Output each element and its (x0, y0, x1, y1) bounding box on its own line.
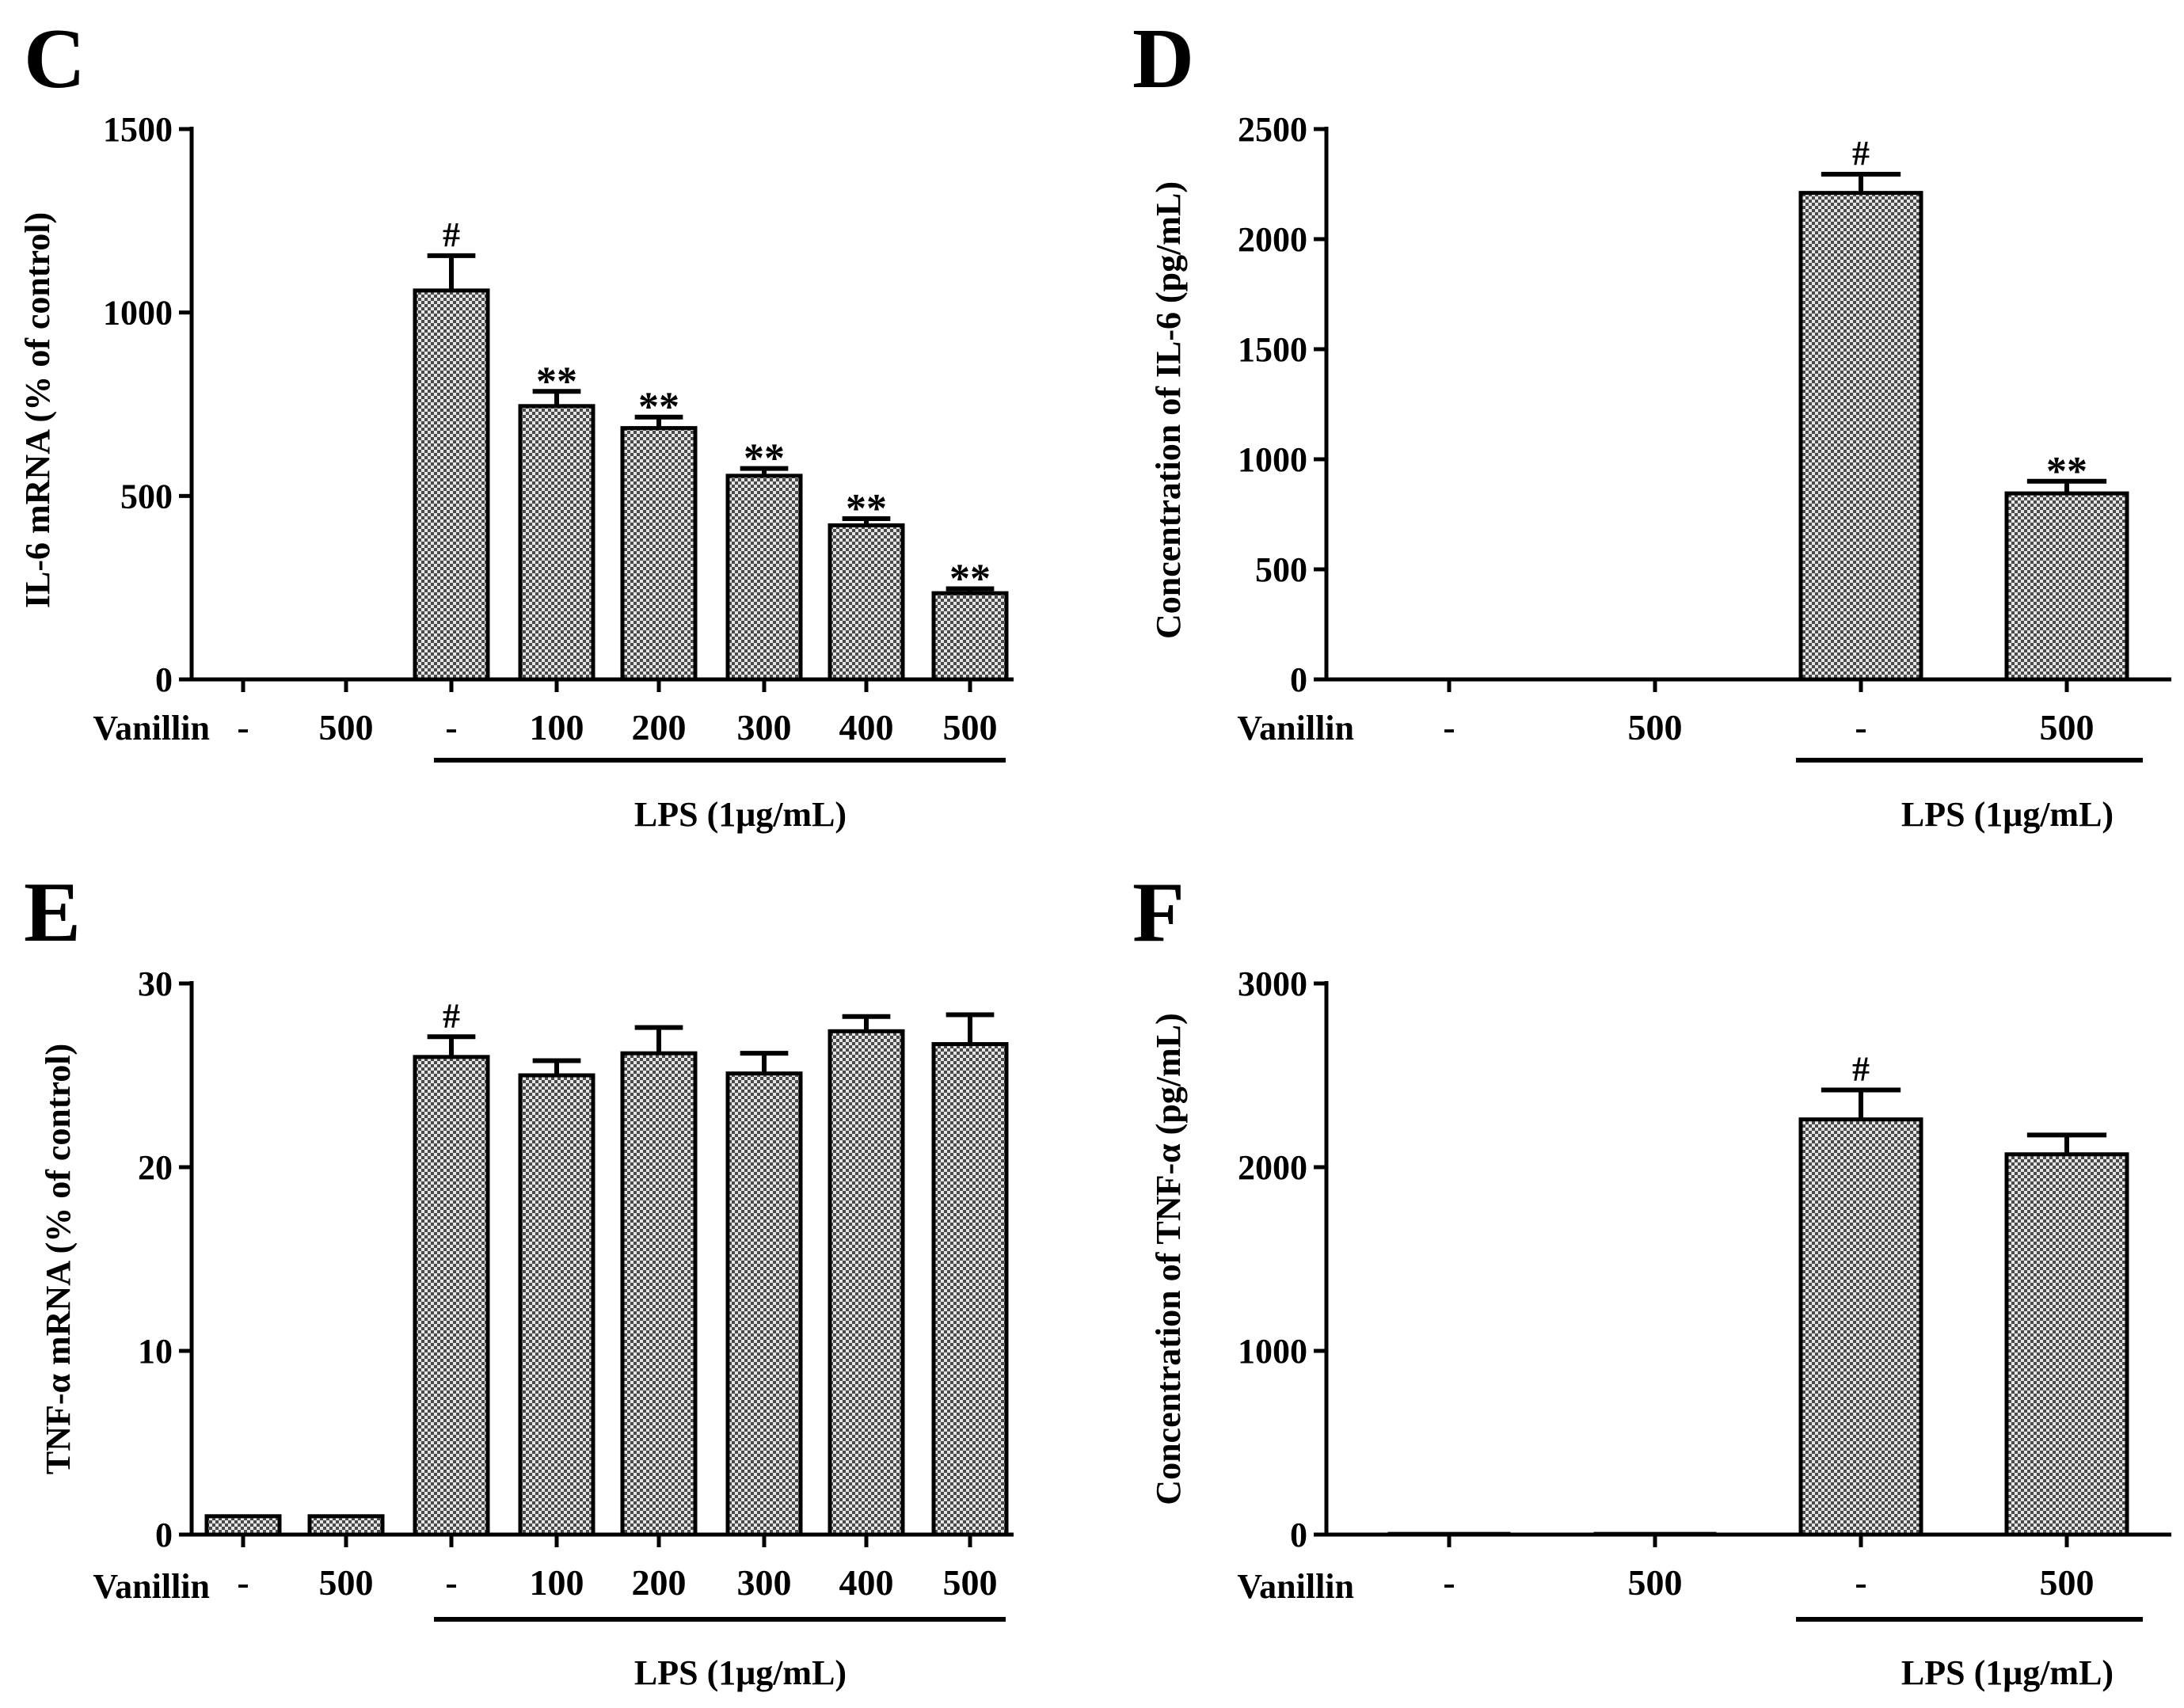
category-label-f-3: - (1855, 1562, 1866, 1603)
y-tick-label-e: 20 (138, 1148, 173, 1187)
category-label-c-2: 500 (319, 707, 374, 747)
category-label-c-4: 100 (530, 707, 584, 747)
significance-marker-f-3: # (1852, 1050, 1870, 1089)
bar-f-1 (1387, 1531, 1511, 1536)
significance-marker-c-4: ** (536, 359, 577, 404)
category-label-e-3: - (445, 1562, 457, 1603)
y-axis-label-f: Concentration of TNF-α (pg/mL) (1149, 1013, 1188, 1504)
y-tick-label-f: 0 (1290, 1516, 1307, 1554)
bar-c-7 (828, 523, 905, 682)
y-tick-label-e: 30 (138, 964, 173, 1003)
bar-e-3 (413, 1055, 490, 1537)
bar-c-8 (931, 591, 1009, 682)
category-label-e-1: - (237, 1562, 249, 1603)
bar-e-4 (518, 1073, 595, 1537)
significance-marker-d-3: # (1852, 134, 1870, 173)
significance-marker-c-8: ** (949, 557, 991, 602)
panel-e: E TNF-α mRNA (% of control) Vanillin LPS… (24, 865, 1014, 1692)
category-label-c-1: - (237, 707, 249, 747)
panel-d: D Concentration of IL-6 (pg/mL) Vanillin… (1132, 12, 2171, 834)
panel-label-e: E (24, 865, 81, 960)
category-label-d-4: 500 (2040, 707, 2095, 747)
y-tick-label-d: 1000 (1238, 440, 1307, 479)
category-label-e-8: 500 (943, 1562, 998, 1603)
bar-e-2 (307, 1514, 385, 1537)
bar-e-7 (828, 1029, 905, 1537)
y-tick-label-e: 10 (138, 1332, 173, 1371)
category-label-f-1: - (1443, 1562, 1455, 1603)
category-label-d-2: 500 (1628, 707, 1683, 747)
row-label-e: Vanillin (93, 1567, 210, 1606)
y-tick-label-c: 1000 (103, 294, 173, 333)
significance-marker-d-4: ** (2046, 449, 2087, 494)
category-label-d-3: - (1855, 707, 1866, 747)
group-label-f: LPS (1μg/mL) (1901, 1653, 2114, 1692)
category-label-e-7: 400 (839, 1562, 894, 1603)
row-label-f: Vanillin (1237, 1567, 1354, 1606)
bar-e-6 (725, 1071, 803, 1537)
category-label-f-2: 500 (1628, 1562, 1683, 1603)
y-tick-label-e: 0 (155, 1516, 173, 1554)
group-label-e: LPS (1μg/mL) (634, 1653, 847, 1692)
y-tick-label-d: 0 (1290, 660, 1307, 699)
bar-e-8 (931, 1042, 1009, 1537)
bar-c-5 (620, 426, 698, 682)
category-label-c-7: 400 (839, 707, 894, 747)
group-label-d: LPS (1μg/mL) (1901, 795, 2114, 834)
panel-label-d: D (1132, 12, 1194, 106)
y-axis-label-d: Concentration of IL-6 (pg/mL) (1149, 181, 1188, 639)
significance-marker-c-3: # (443, 215, 460, 254)
bar-c-4 (518, 404, 595, 682)
row-label-c: Vanillin (93, 709, 210, 747)
category-label-e-5: 200 (632, 1562, 687, 1603)
bar-f-3 (1798, 1117, 1923, 1537)
bar-c-3 (413, 288, 490, 682)
y-axis-label-e: TNF-α mRNA (% of control) (39, 1044, 78, 1474)
category-label-d-1: - (1443, 707, 1455, 747)
y-tick-label-f: 2000 (1238, 1148, 1307, 1187)
panel-label-c: C (24, 12, 86, 106)
category-label-c-8: 500 (943, 707, 998, 747)
category-label-e-2: 500 (319, 1562, 374, 1603)
bar-d-3 (1798, 191, 1923, 682)
bar-f-2 (1593, 1531, 1717, 1536)
panel-label-f: F (1132, 865, 1185, 960)
significance-marker-c-6: ** (744, 436, 785, 481)
y-tick-label-c: 1500 (103, 110, 173, 149)
group-label-c: LPS (1μg/mL) (634, 795, 847, 834)
category-label-e-6: 300 (737, 1562, 792, 1603)
category-label-c-6: 300 (737, 707, 792, 747)
bar-e-1 (204, 1514, 282, 1537)
y-tick-label-f: 1000 (1238, 1332, 1307, 1371)
y-tick-label-c: 0 (155, 660, 173, 699)
bar-c-6 (725, 474, 803, 682)
y-tick-label-f: 3000 (1238, 964, 1307, 1003)
y-tick-label-d: 2000 (1238, 220, 1307, 259)
category-label-c-3: - (445, 707, 457, 747)
y-tick-label-d: 1500 (1238, 330, 1307, 369)
significance-marker-c-5: ** (638, 385, 679, 430)
y-tick-label-d: 2500 (1238, 110, 1307, 149)
category-label-f-4: 500 (2040, 1562, 2095, 1603)
category-label-e-4: 100 (530, 1562, 584, 1603)
y-axis-label-c: IL-6 mRNA (% of control) (18, 212, 57, 608)
bar-e-5 (620, 1051, 698, 1537)
category-label-c-5: 200 (632, 707, 687, 747)
significance-marker-c-7: ** (846, 486, 887, 531)
panel-c: C IL-6 mRNA (% of control) Vanillin LPS … (18, 12, 1014, 834)
panel-f: F Concentration of TNF-α (pg/mL) Vanilli… (1132, 865, 2171, 1692)
y-tick-label-d: 500 (1255, 550, 1307, 589)
row-label-d: Vanillin (1237, 709, 1354, 747)
y-tick-label-c: 500 (120, 477, 173, 515)
bar-d-4 (2004, 491, 2129, 682)
significance-marker-e-3: # (443, 996, 460, 1035)
bar-f-4 (2004, 1152, 2129, 1537)
